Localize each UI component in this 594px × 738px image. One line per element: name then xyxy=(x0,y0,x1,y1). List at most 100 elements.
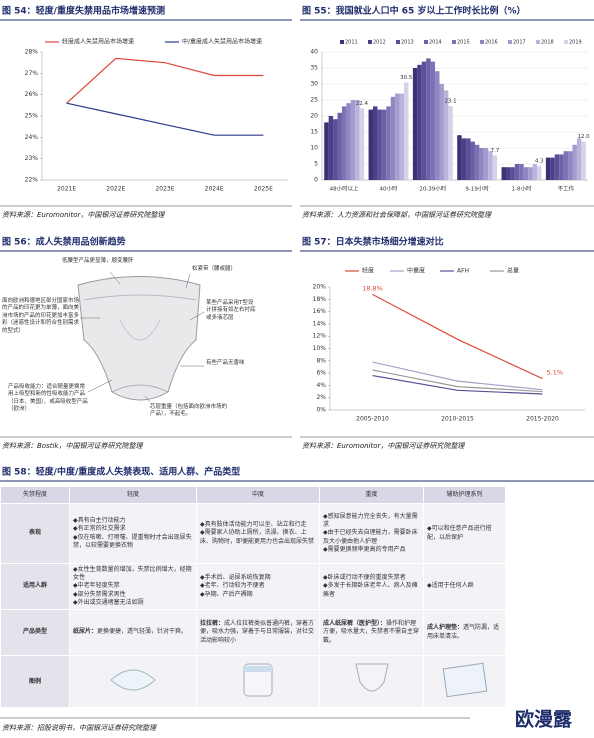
table-cell: ◆卧床或行动不便的重度失禁者 ◆多发于长期卧床老年人、病人及瘫痪者 xyxy=(319,563,424,610)
bar xyxy=(395,93,400,180)
table-cell xyxy=(319,654,424,709)
bar xyxy=(483,148,489,180)
bullet: ◆中老年轻度失禁 xyxy=(73,582,120,590)
legend-swatch xyxy=(536,40,540,44)
bar xyxy=(435,71,440,180)
legend-label: 2018 xyxy=(541,40,554,46)
table-cell: ◆具有肢体活动能力可以坐、站立和行走 ◆需要家人协助上厕所，洗澡、换衣、上床、购物… xyxy=(196,503,320,564)
x-tick-label: 2024E xyxy=(205,186,224,193)
bullet: ◆需要更换频率更高的专用产品 xyxy=(323,545,406,553)
bar xyxy=(350,100,356,180)
x-tick-label: 2015-2020 xyxy=(526,416,559,423)
series-line xyxy=(372,369,543,393)
source: 资料来源：人力资源和社会保障部，中国银河证券研究院整理 xyxy=(302,211,492,219)
x-tick-label: 1-8小时 xyxy=(512,185,532,193)
callout: 某些产品采用T型设计拼接有如左右衬底或多液芯层 xyxy=(206,300,256,321)
y-tick-label: 24% xyxy=(25,134,39,141)
figure-title: 图 55：我国就业人口中 65 岁以上工作时长比例（%） xyxy=(302,5,525,17)
product-desc: 成人拉拉裤类似普通内裤，穿着方便，吸水力强，穿着于与日常服装，对社交活动影响较小 xyxy=(200,620,315,644)
y-tick-label: 2% xyxy=(316,394,326,401)
bar xyxy=(461,138,467,180)
data-label: 12.0 xyxy=(577,134,590,140)
legend-label: 总量 xyxy=(507,267,519,275)
series-line xyxy=(66,102,264,136)
bar xyxy=(514,164,520,180)
legend-swatch xyxy=(508,40,512,44)
bullet: ◆卧床或行动不便的重度失禁者 xyxy=(323,574,406,582)
bar xyxy=(337,112,342,180)
legend-swatch xyxy=(452,40,456,44)
table-cell: ◆手术后、泌尿系统恢复期 ◆老年、行动较为不便者 ◆孕期、产后产褥期 xyxy=(196,563,320,610)
bar xyxy=(426,58,431,180)
source: 资料来源：招股说明书，中国银河证券研究院整理 xyxy=(2,724,157,732)
callout: 产品吸收能力：适合随量更换常用上吸型和新的性吸收能力产品（日本、美国）、或高吸收… xyxy=(8,384,88,413)
y-tick-label: 0 xyxy=(314,177,318,184)
header-cell: 中度 xyxy=(196,486,320,504)
row-header: 产品类型 xyxy=(0,609,70,656)
y-tick-label: 20 xyxy=(310,113,318,120)
x-tick-label: 2021E xyxy=(57,186,76,193)
bar xyxy=(501,167,506,180)
y-tick-label: 12% xyxy=(313,333,327,340)
bullet: ◆孕期、产后产褥期 xyxy=(200,590,253,598)
bar xyxy=(470,141,475,180)
bullet: ◆仅在咳嗽、打喷嚏、提重物时才会出现尿失禁，以较需要更换衣物 xyxy=(73,533,192,549)
bar xyxy=(333,119,338,180)
y-tick-label: 5 xyxy=(314,161,318,168)
bullet: ◆外出或交通堵塞无法如厕 xyxy=(73,598,144,606)
legend-label: 2016 xyxy=(485,40,498,46)
y-tick-label: 25% xyxy=(25,113,39,120)
figure-title: 图 56：成人失禁用品创新趋势 xyxy=(2,236,126,248)
table-cell: ◆可以和任意产品进行搭配，以后保护 xyxy=(423,503,506,564)
legend-label: 2011 xyxy=(345,40,358,46)
bar xyxy=(519,164,524,180)
table-cell: 纸尿片：更换便捷，透气轻薄，针对干爽。 xyxy=(69,609,197,656)
illustration xyxy=(200,658,316,705)
bar xyxy=(439,84,444,180)
table-cell xyxy=(423,654,506,709)
table-row: 图例 xyxy=(0,654,506,709)
table-cell: 拉拉裤：成人拉拉裤类似普通内裤，穿着方便，吸水力强，穿着于与日常服装，对社交活动… xyxy=(196,609,320,656)
bar xyxy=(457,135,462,180)
y-tick-label: 14% xyxy=(313,320,327,327)
bar xyxy=(505,167,511,180)
product-desc: 操作和护理方便，吸水量大，失禁者不需自主穿戴。 xyxy=(323,620,420,644)
bar xyxy=(404,82,409,180)
x-tick-label: 2025E xyxy=(254,186,273,193)
bar xyxy=(559,154,564,180)
bar xyxy=(532,164,538,180)
bar xyxy=(399,93,405,180)
bullet: ◆由于已经失去自理能力，需要卧床及大小便由他人护理 xyxy=(323,529,418,545)
bar xyxy=(568,151,573,180)
bullet: ◆适用于任何人群 xyxy=(427,582,474,590)
y-tick-label: 27% xyxy=(25,70,39,77)
bullet: ◆需要家人协助上厕所，洗澡、换衣、上床、购物时，即便能更用力也会出现尿失禁 xyxy=(200,529,315,545)
product-name: 拉拉裤： xyxy=(200,620,225,628)
bar xyxy=(537,166,542,180)
y-tick-label: 15 xyxy=(310,129,318,136)
bar xyxy=(572,144,577,180)
series-line xyxy=(372,361,543,391)
legend-label: AFH xyxy=(457,268,469,275)
bar xyxy=(430,61,436,180)
callout: 面向欧洲和德地区部分国家市场的产品的印花更为单薄，面向美洲市场的产品的印花更加丰… xyxy=(2,298,80,334)
bar xyxy=(421,61,427,180)
bar xyxy=(359,108,365,180)
bar xyxy=(523,167,529,180)
y-tick-label: 18% xyxy=(313,296,327,303)
bullet: ◆可以和任意产品进行搭配，以后保护 xyxy=(427,525,492,541)
table-cell: ◆具有自主行动能力 ◆有正常的社交需求 ◆仅在咳嗽、打喷嚏、提重物时才会出现尿失禁，… xyxy=(69,503,197,564)
product-desc: 透气防漏，适用床单清洁。 xyxy=(427,624,500,640)
bar xyxy=(346,103,351,180)
bullet: ◆具有肢体活动能力可以坐、站立和行走 xyxy=(200,521,307,529)
legend-label: 2014 xyxy=(429,40,442,46)
legend-label: 2012 xyxy=(373,40,386,46)
y-tick-label: 30 xyxy=(310,81,318,88)
legend-label: 中重度 xyxy=(407,267,425,275)
x-tick-label: 2022E xyxy=(106,186,125,193)
bar xyxy=(545,157,551,180)
y-tick-label: 40 xyxy=(310,49,318,56)
illustration xyxy=(427,658,502,705)
bar xyxy=(328,116,334,180)
